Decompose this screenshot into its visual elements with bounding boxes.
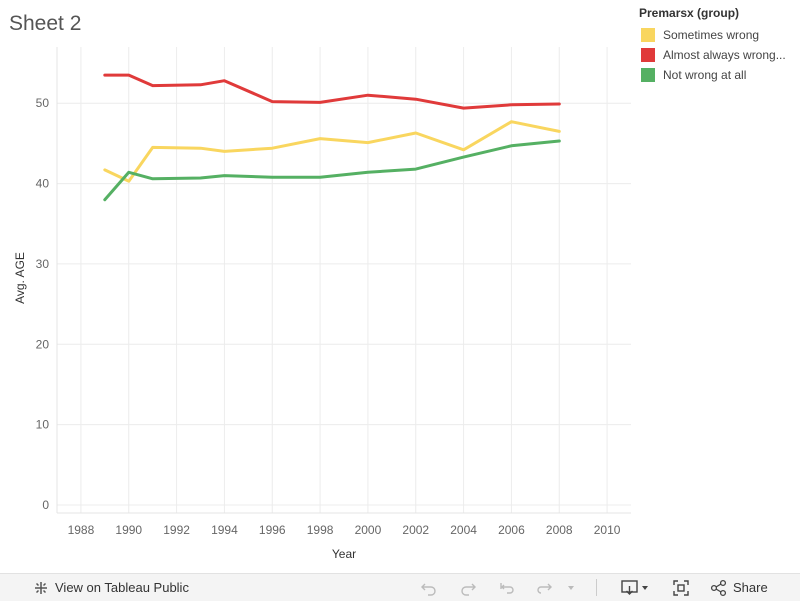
- y-tick-label: 50: [36, 96, 50, 110]
- y-tick-label: 40: [36, 177, 50, 191]
- grid: [57, 47, 631, 513]
- series-lines[interactable]: [103, 73, 561, 202]
- view-on-tableau-label: View on Tableau Public: [55, 580, 189, 595]
- x-tick-label: 2004: [450, 523, 477, 537]
- revert-icon[interactable]: [498, 580, 516, 596]
- x-tick-label: 1988: [68, 523, 95, 537]
- x-tick-label: 2006: [498, 523, 525, 537]
- tableau-toolbar: View on Tableau Public: [0, 573, 800, 601]
- legend-label: Not wrong at all: [663, 68, 747, 82]
- legend: Premarsx (group) Sometimes wrong Almost …: [639, 6, 800, 85]
- legend-label: Almost always wrong...: [663, 48, 786, 62]
- view-on-tableau-button[interactable]: View on Tableau Public: [33, 580, 189, 596]
- x-tick-label: 2002: [402, 523, 429, 537]
- fullscreen-icon[interactable]: [672, 579, 690, 597]
- tableau-logo-icon: [33, 580, 49, 596]
- share-icon: [710, 579, 728, 597]
- y-axis-label: Avg. AGE: [13, 252, 27, 304]
- legend-item-almost-always-wrong[interactable]: Almost always wrong...: [639, 45, 800, 65]
- y-tick-label: 20: [36, 337, 50, 351]
- legend-title: Premarsx (group): [639, 6, 740, 20]
- x-tick-label: 1996: [259, 523, 286, 537]
- x-axis-label: Year: [332, 547, 356, 561]
- line-chart: 0 10 20 30 40 50 1988 1990 1992 1994 1996 1998 2000 2…: [13, 47, 631, 561]
- x-tick-label: 1998: [307, 523, 334, 537]
- series-line-not-wrong-at-all[interactable]: [103, 139, 561, 202]
- refresh-icon[interactable]: [536, 580, 554, 596]
- legend-swatch: [641, 28, 655, 42]
- x-tick-label: 2008: [546, 523, 573, 537]
- x-tick-label: 2010: [594, 523, 621, 537]
- y-tick-label: 0: [42, 498, 49, 512]
- toolbar-divider: [596, 579, 597, 596]
- legend-item-not-wrong-at-all[interactable]: Not wrong at all: [639, 65, 800, 85]
- chevron-down-icon[interactable]: [566, 583, 576, 593]
- legend-swatch: [641, 68, 655, 82]
- axes: 0 10 20 30 40 50 1988 1990 1992 1994 1996 1998 2000 2…: [36, 47, 631, 537]
- download-icon[interactable]: [620, 579, 652, 597]
- x-tick-label: 1992: [163, 523, 190, 537]
- share-button[interactable]: Share: [710, 579, 768, 597]
- sheet-title: Sheet 2: [9, 12, 82, 35]
- share-label: Share: [733, 580, 768, 595]
- legend-label: Sometimes wrong: [663, 28, 760, 42]
- legend-item-sometimes-wrong[interactable]: Sometimes wrong: [639, 25, 800, 45]
- x-tick-label: 2000: [355, 523, 382, 537]
- x-tick-label: 1994: [211, 523, 238, 537]
- legend-swatch: [641, 48, 655, 62]
- x-tick-label: 1990: [115, 523, 142, 537]
- series-line-almost-always-wrong[interactable]: [103, 73, 561, 110]
- y-tick-label: 10: [36, 418, 50, 432]
- redo-icon[interactable]: [459, 580, 477, 596]
- series-line-sometimes-wrong[interactable]: [103, 120, 561, 183]
- undo-icon[interactable]: [420, 580, 438, 596]
- y-tick-label: 30: [36, 257, 50, 271]
